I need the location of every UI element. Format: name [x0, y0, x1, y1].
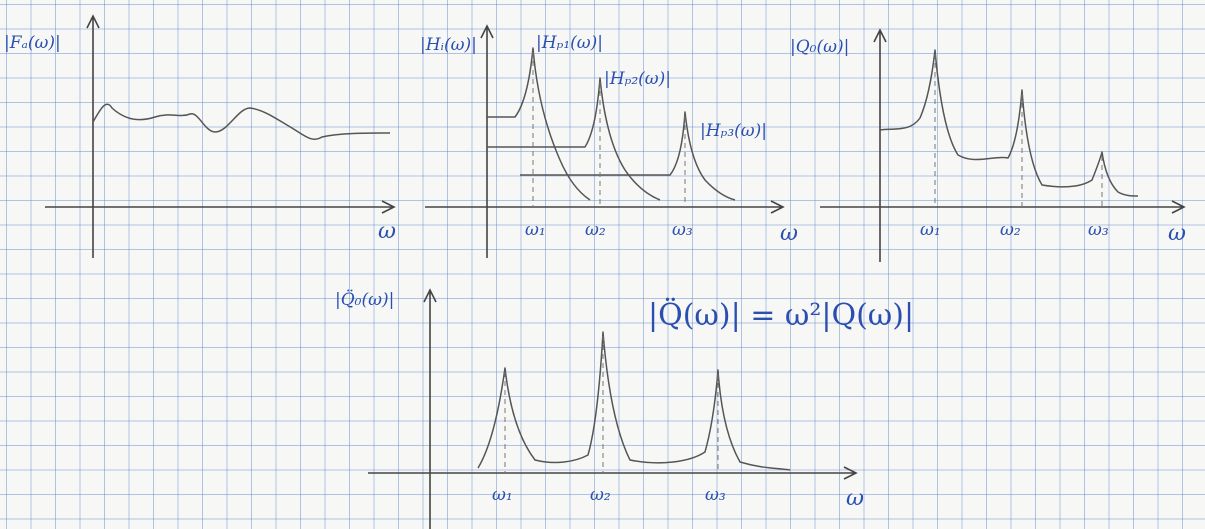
y-axis [424, 290, 436, 529]
x-tick-label: ω₁ [920, 220, 941, 240]
force-curve [93, 104, 390, 139]
panel-force: |Fₐ(ω)| ω [4, 16, 396, 258]
y-label: |Q₀(ω)| [790, 37, 849, 57]
x-axis [425, 201, 783, 213]
y-label: |Q̈₀(ω)| [335, 290, 394, 310]
response-curve [880, 50, 1138, 196]
x-label: ω [1168, 221, 1186, 246]
x-tick-label: ω₁ [492, 485, 513, 505]
x-tick-label: ω₃ [705, 485, 726, 505]
curve-label: |Hₚ₃(ω)| [700, 121, 767, 141]
curve-label: |Hₚ₁(ω)| [536, 33, 603, 53]
x-axis [45, 201, 394, 213]
sketches: |Fₐ(ω)| ω |Hᵢ(ω)| |Hₚ₁(ω)| |Hₚ₂(ω)| |Hₚ₃… [0, 0, 1205, 529]
acceleration-curve [478, 332, 790, 470]
panel-acceleration: |Q̈₀(ω)| ω₁ ω₂ ω₃ ω |Q̈(ω)| = ω²|Q(ω)| [335, 290, 914, 529]
x-tick-label: ω₂ [590, 485, 611, 505]
x-label: ω [780, 221, 798, 246]
peak-guides [935, 54, 1102, 207]
x-tick-label: ω₃ [1088, 220, 1109, 240]
h1-curve [487, 48, 590, 200]
panel-transfer: |Hᵢ(ω)| |Hₚ₁(ω)| |Hₚ₂(ω)| |Hₚ₃(ω)| ω₁ ω₂… [420, 26, 798, 258]
peak-guides [505, 336, 718, 473]
x-tick-label: ω₁ [525, 220, 546, 240]
x-label: ω [846, 486, 864, 511]
curve-label: |Hₚ₂(ω)| [604, 69, 671, 89]
x-tick-label: ω₂ [585, 220, 606, 240]
y-axis [481, 26, 493, 258]
y-axis [87, 16, 99, 258]
x-tick-label: ω₃ [672, 220, 693, 240]
x-label: ω [378, 219, 396, 244]
y-axis [874, 30, 886, 262]
panel-response: |Q₀(ω)| ω₁ ω₂ ω₃ ω [790, 30, 1186, 262]
graph-paper: |Fₐ(ω)| ω |Hᵢ(ω)| |Hₚ₁(ω)| |Hₚ₂(ω)| |Hₚ₃… [0, 0, 1205, 529]
x-axis [820, 201, 1184, 213]
x-tick-label: ω₂ [1000, 220, 1021, 240]
h2-curve [487, 78, 660, 200]
y-label: |Fₐ(ω)| [4, 33, 61, 53]
equation: |Q̈(ω)| = ω²|Q(ω)| [648, 298, 914, 333]
y-label: |Hᵢ(ω)| [420, 35, 477, 55]
